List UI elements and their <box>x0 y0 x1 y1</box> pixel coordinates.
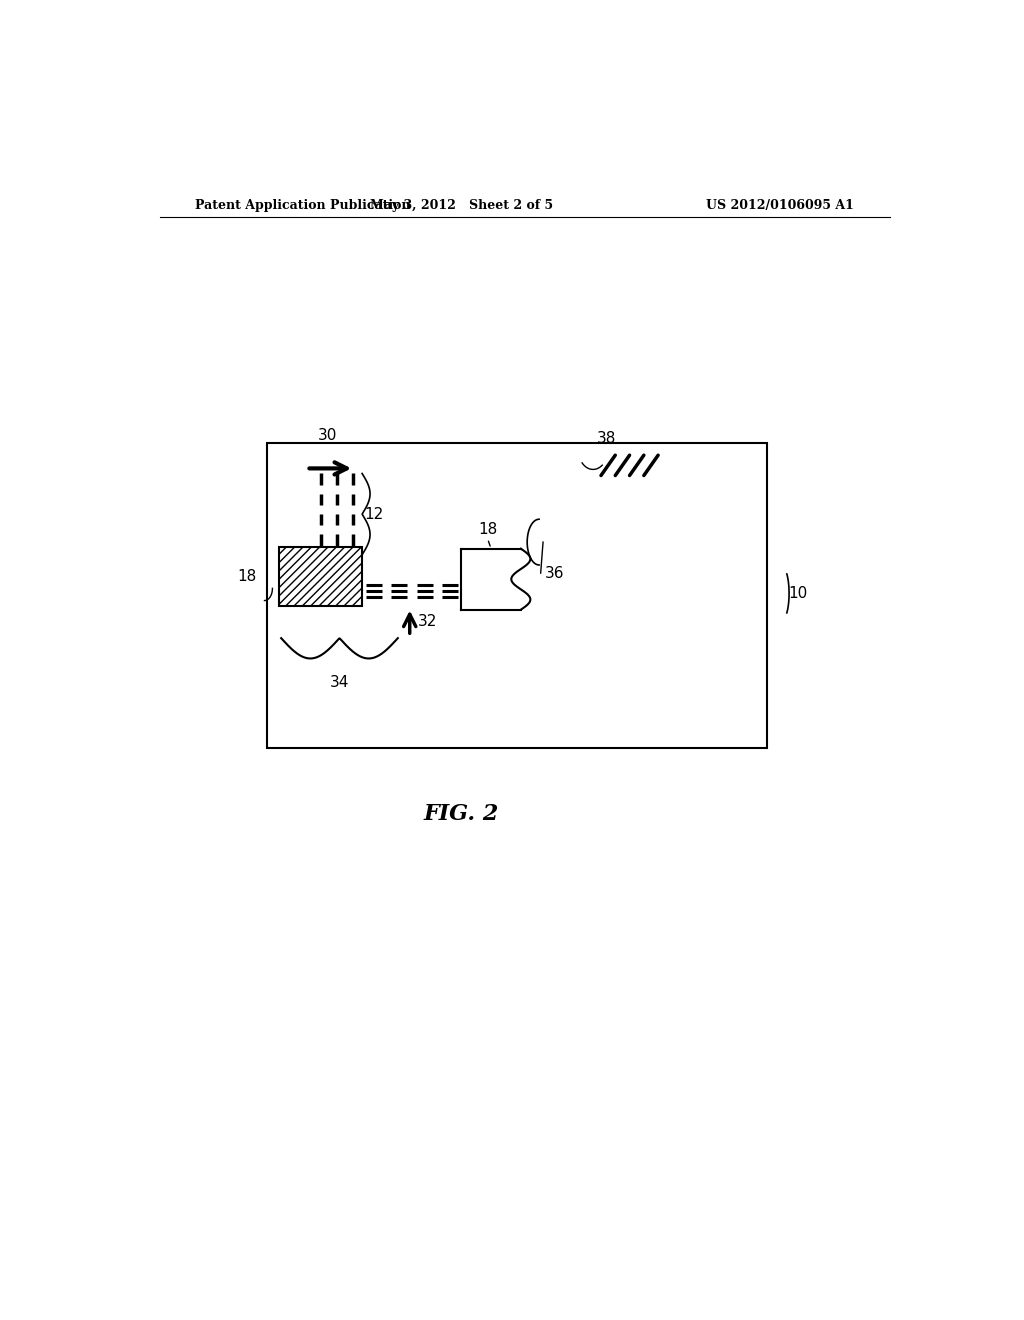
Text: 36: 36 <box>545 565 564 581</box>
Text: 18: 18 <box>478 521 497 536</box>
Text: 10: 10 <box>788 586 808 601</box>
Text: FIG. 2: FIG. 2 <box>424 803 499 825</box>
Text: Patent Application Publication: Patent Application Publication <box>196 198 411 211</box>
Text: 38: 38 <box>597 432 616 446</box>
Text: 30: 30 <box>318 428 338 444</box>
Text: US 2012/0106095 A1: US 2012/0106095 A1 <box>707 198 854 211</box>
Bar <box>279 546 362 606</box>
Bar <box>267 444 767 748</box>
Text: 18: 18 <box>238 569 257 583</box>
Text: May 3, 2012   Sheet 2 of 5: May 3, 2012 Sheet 2 of 5 <box>370 198 553 211</box>
Text: 34: 34 <box>330 675 349 690</box>
Text: 12: 12 <box>365 507 384 521</box>
Text: 32: 32 <box>418 614 437 630</box>
